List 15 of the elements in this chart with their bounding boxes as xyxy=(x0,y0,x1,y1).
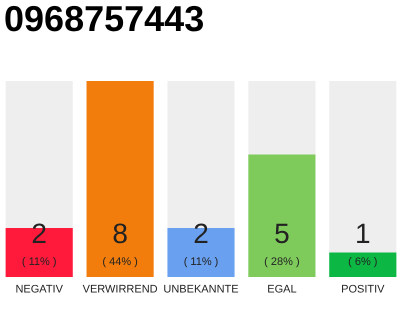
chart-title: 0968757443 xyxy=(4,0,204,39)
data-label: 8 xyxy=(112,218,128,249)
x-tick-label: EGAL xyxy=(267,284,297,296)
annotation: ( 44% ) xyxy=(102,256,138,268)
annotation: ( 28% ) xyxy=(264,256,300,268)
data-label: 5 xyxy=(274,218,290,249)
x-tick-label: UNBEKANNTE xyxy=(163,284,239,296)
data-label: 1 xyxy=(355,218,371,249)
bar xyxy=(329,252,396,277)
annotation: ( 11% ) xyxy=(22,256,57,268)
x-tick-label: VERWIRREND xyxy=(82,284,158,296)
x-tick-label: POSITIV xyxy=(341,284,386,296)
annotation: ( 6% ) xyxy=(348,256,378,268)
x-tick-label: NEGATIV xyxy=(15,284,64,296)
annotation: ( 11% ) xyxy=(184,256,218,268)
